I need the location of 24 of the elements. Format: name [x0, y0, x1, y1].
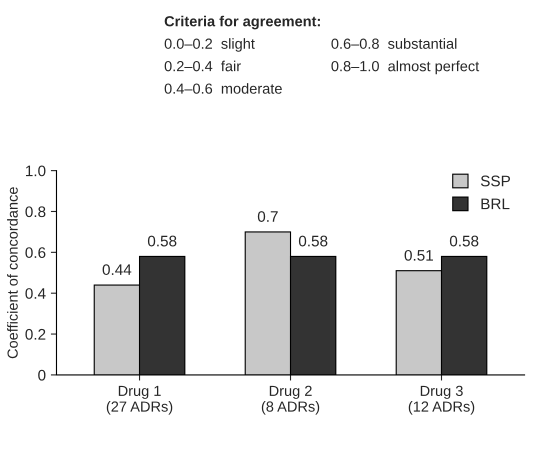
legend-label: BRL	[481, 198, 510, 210]
legend-label: SSP	[480, 176, 510, 186]
text: 0.0–0.2 slight	[164, 38, 255, 52]
text: 0.8–1.0 almost perfect	[331, 60, 480, 74]
data-label: 0.58	[148, 236, 176, 246]
text: 0.2–0.4 fair	[164, 60, 241, 72]
y-tick-label: 0.8	[25, 206, 46, 218]
x-tick-label: Drug 2 (8 ADRs)	[262, 386, 320, 415]
text: Criteria for agreement:	[164, 16, 320, 30]
data-label: 0.58	[450, 236, 478, 246]
data-label: 0.58	[298, 236, 328, 246]
y-tick-label: 0.2	[25, 328, 46, 340]
y-axis-title: Coefficient of concordance	[7, 187, 18, 358]
data-label: 0.51	[404, 250, 433, 261]
y-tick-label: 0	[38, 370, 46, 381]
text: 0.6–0.8 substantial	[331, 38, 456, 49]
x-tick-label: Drug 3 (12 ADRs)	[408, 386, 474, 415]
text: 0.4–0.6 moderate	[164, 83, 282, 94]
y-tick-label: 0.6	[25, 247, 46, 258]
y-tick-label: 0.4	[25, 288, 46, 299]
x-tick-label: Drug 1 (27 ADRs)	[106, 386, 172, 415]
y-tick-label: 1.0	[26, 165, 46, 176]
data-label: 0.44	[102, 264, 132, 276]
data-label: 0.7	[258, 211, 278, 222]
